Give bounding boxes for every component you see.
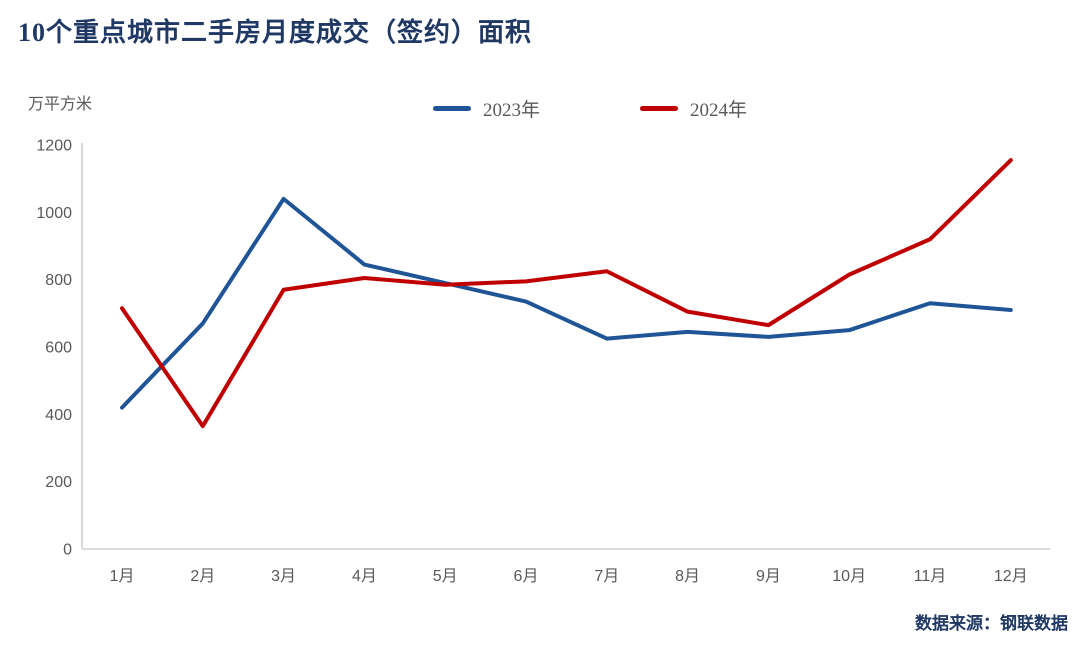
x-tick-label: 5月 [433,568,458,585]
legend-item-2023: 2023年 [432,95,540,122]
y-tick-label: 200 [45,474,72,491]
x-tick-label: 11月 [914,568,947,585]
series-line-2024年 [120,158,1013,429]
legend-item-2024: 2024年 [640,95,747,122]
data-source-label: 数据来源：钢联数据 [915,614,1068,633]
legend-label-2023: 2023年 [482,100,540,121]
y-tick-label: 600 [45,340,72,357]
x-tick-label: 6月 [514,568,539,585]
y-tick-label: 400 [45,407,72,424]
x-tick-label: 12月 [994,568,1028,585]
y-tick-label: 1200 [36,138,72,155]
y-tick-label: 800 [45,272,72,289]
x-tick-label: 2月 [190,568,215,585]
y-tick-label: 0 [63,542,72,559]
y-tick-label: 1000 [36,205,72,222]
series-line-2023年 [120,196,1013,410]
legend-line-swatch-2023 [432,106,471,111]
legend-line-swatch-2024 [640,106,678,111]
legend-label-2024: 2024年 [690,100,748,121]
x-tick-label: 10月 [832,568,866,585]
x-tick-label: 4月 [352,568,377,585]
chart-title: 10个重点城市二手房月度成交（签约）面积 [18,18,533,47]
x-tick-label: 1月 [110,568,135,585]
y-axis-unit-label: 万平方米 [28,96,93,113]
x-tick-label: 3月 [271,568,296,585]
x-tick-label: 7月 [594,568,619,585]
x-tick-label: 8月 [675,568,700,585]
x-tick-label: 9月 [756,568,781,585]
chart-legend: 2023年 2024年 [48,95,1084,122]
